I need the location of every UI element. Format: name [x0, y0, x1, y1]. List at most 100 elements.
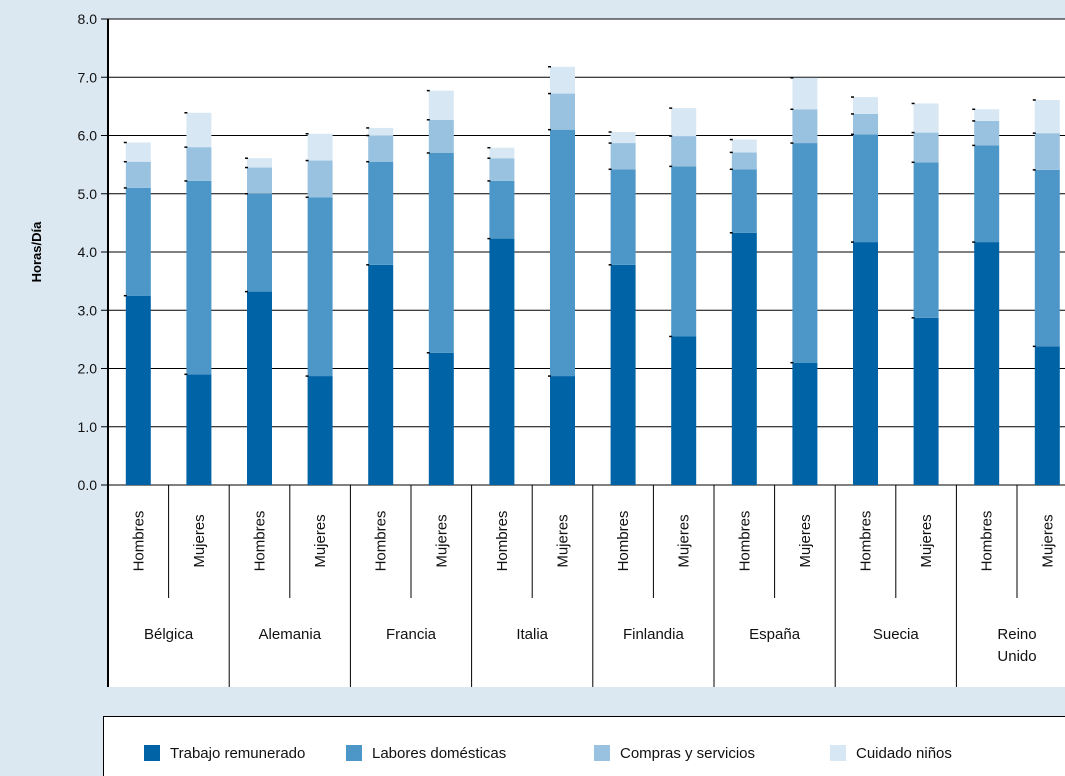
group-label: Alemania: [259, 626, 322, 643]
group-label: Reino Unido: [997, 626, 1036, 665]
bar-segment: [974, 145, 1000, 243]
bar-segment: [853, 134, 878, 243]
category-label: Mujeres: [433, 514, 450, 567]
bar-segment: [307, 160, 333, 198]
bar-segment: [853, 113, 878, 135]
category-label: Hombres: [494, 511, 511, 572]
bar-segment: [1034, 346, 1060, 485]
bar-segment: [731, 139, 757, 153]
category-label: Hombres: [373, 511, 390, 572]
bar-segment: [550, 129, 575, 377]
legend-label: Trabajo remunerado: [170, 744, 306, 762]
bar-segment: [731, 232, 757, 485]
bar-segment: [610, 132, 636, 144]
bar-segment: [913, 103, 939, 133]
bar-segment: [853, 242, 878, 485]
category-label: Hombres: [615, 511, 632, 572]
bar-segment: [125, 187, 151, 296]
bar-segment: [186, 147, 212, 181]
bar-segment: [550, 66, 575, 94]
bar-segment: [489, 180, 515, 239]
category-label: Mujeres: [918, 514, 935, 567]
bar-segment: [610, 264, 636, 485]
category-label: Mujeres: [555, 514, 572, 567]
bar-segment: [307, 376, 333, 485]
legend-label: Cuidado niños: [856, 744, 952, 762]
legend-swatch: [594, 745, 610, 761]
bar-segment: [974, 242, 1000, 485]
legend-item: Compras y servicios: [594, 743, 755, 763]
bar-segment: [368, 161, 394, 265]
bar-segment: [247, 193, 272, 292]
bar-segment: [186, 112, 212, 148]
bar-segment: [913, 132, 939, 163]
bar-segment: [247, 291, 272, 485]
category-label: Hombres: [858, 511, 875, 572]
y-tick-label: 8.0: [78, 11, 98, 27]
y-tick-label: 2.0: [78, 361, 98, 377]
bar-segment: [186, 374, 212, 485]
legend-item: Cuidado niños: [830, 743, 952, 763]
bar-segment: [610, 169, 636, 265]
y-tick-label: 1.0: [78, 419, 98, 435]
bar-segment: [428, 152, 454, 353]
y-tick-label: 3.0: [78, 302, 98, 318]
bar-segment: [489, 158, 515, 181]
bar-segment: [974, 120, 1000, 146]
legend-swatch: [144, 745, 160, 761]
bar-segment: [671, 336, 697, 485]
y-axis-label: Horas/Día: [29, 221, 44, 282]
group-label: Italia: [516, 626, 548, 643]
bar-segment: [731, 152, 757, 170]
bar-segment: [1034, 133, 1060, 170]
group-label: España: [749, 626, 801, 643]
bar-segment: [792, 143, 818, 363]
bar-segment: [186, 180, 212, 375]
bar-segment: [792, 362, 818, 485]
bar-segment: [125, 161, 151, 188]
category-label: Hombres: [979, 511, 996, 572]
group-label: Finlandia: [623, 626, 685, 643]
bar-segment: [1034, 169, 1060, 347]
legend-item: Labores domésticas: [346, 743, 506, 763]
bar-segment: [913, 317, 939, 485]
legend-label: Compras y servicios: [620, 744, 756, 762]
bar-segment: [368, 135, 394, 162]
category-label: Hombres: [736, 511, 753, 572]
bar-segment: [913, 162, 939, 318]
category-label: Mujeres: [797, 514, 814, 567]
bar-segment: [610, 143, 636, 170]
bar-segment: [974, 109, 1000, 121]
category-label: Hombres: [252, 511, 269, 572]
group-label: Suecia: [873, 626, 920, 643]
bar-segment: [307, 197, 333, 377]
category-label: Mujeres: [312, 514, 329, 567]
bar-segment: [368, 127, 394, 136]
y-tick-label: 6.0: [78, 128, 98, 144]
bar-segment: [125, 295, 151, 485]
bar-segment: [247, 158, 272, 168]
y-tick-label: 5.0: [78, 186, 98, 202]
bar-segment: [550, 93, 575, 130]
category-label: Mujeres: [191, 514, 208, 567]
bar-segment: [671, 136, 697, 167]
y-tick-label: 7.0: [78, 69, 98, 85]
group-label: Bélgica: [144, 626, 194, 643]
category-label: Mujeres: [1039, 514, 1056, 567]
bar-segment: [1034, 99, 1060, 134]
bar-segment: [550, 376, 575, 485]
y-tick-label: 4.0: [78, 244, 98, 260]
bar-segment: [368, 264, 394, 485]
legend-swatch: [830, 745, 846, 761]
legend: Trabajo remunerado Labores domésticas Comp…: [103, 716, 1065, 776]
y-tick-label: 0.0: [78, 477, 98, 493]
bar-segment: [489, 147, 515, 159]
legend-label: Labores domésticas: [372, 744, 507, 762]
category-label: Hombres: [130, 511, 147, 572]
bar-segment: [428, 352, 454, 485]
bar-segment: [671, 108, 697, 137]
bar-segment: [671, 166, 697, 337]
bar-segment: [792, 109, 818, 144]
bar-segment: [853, 97, 878, 114]
